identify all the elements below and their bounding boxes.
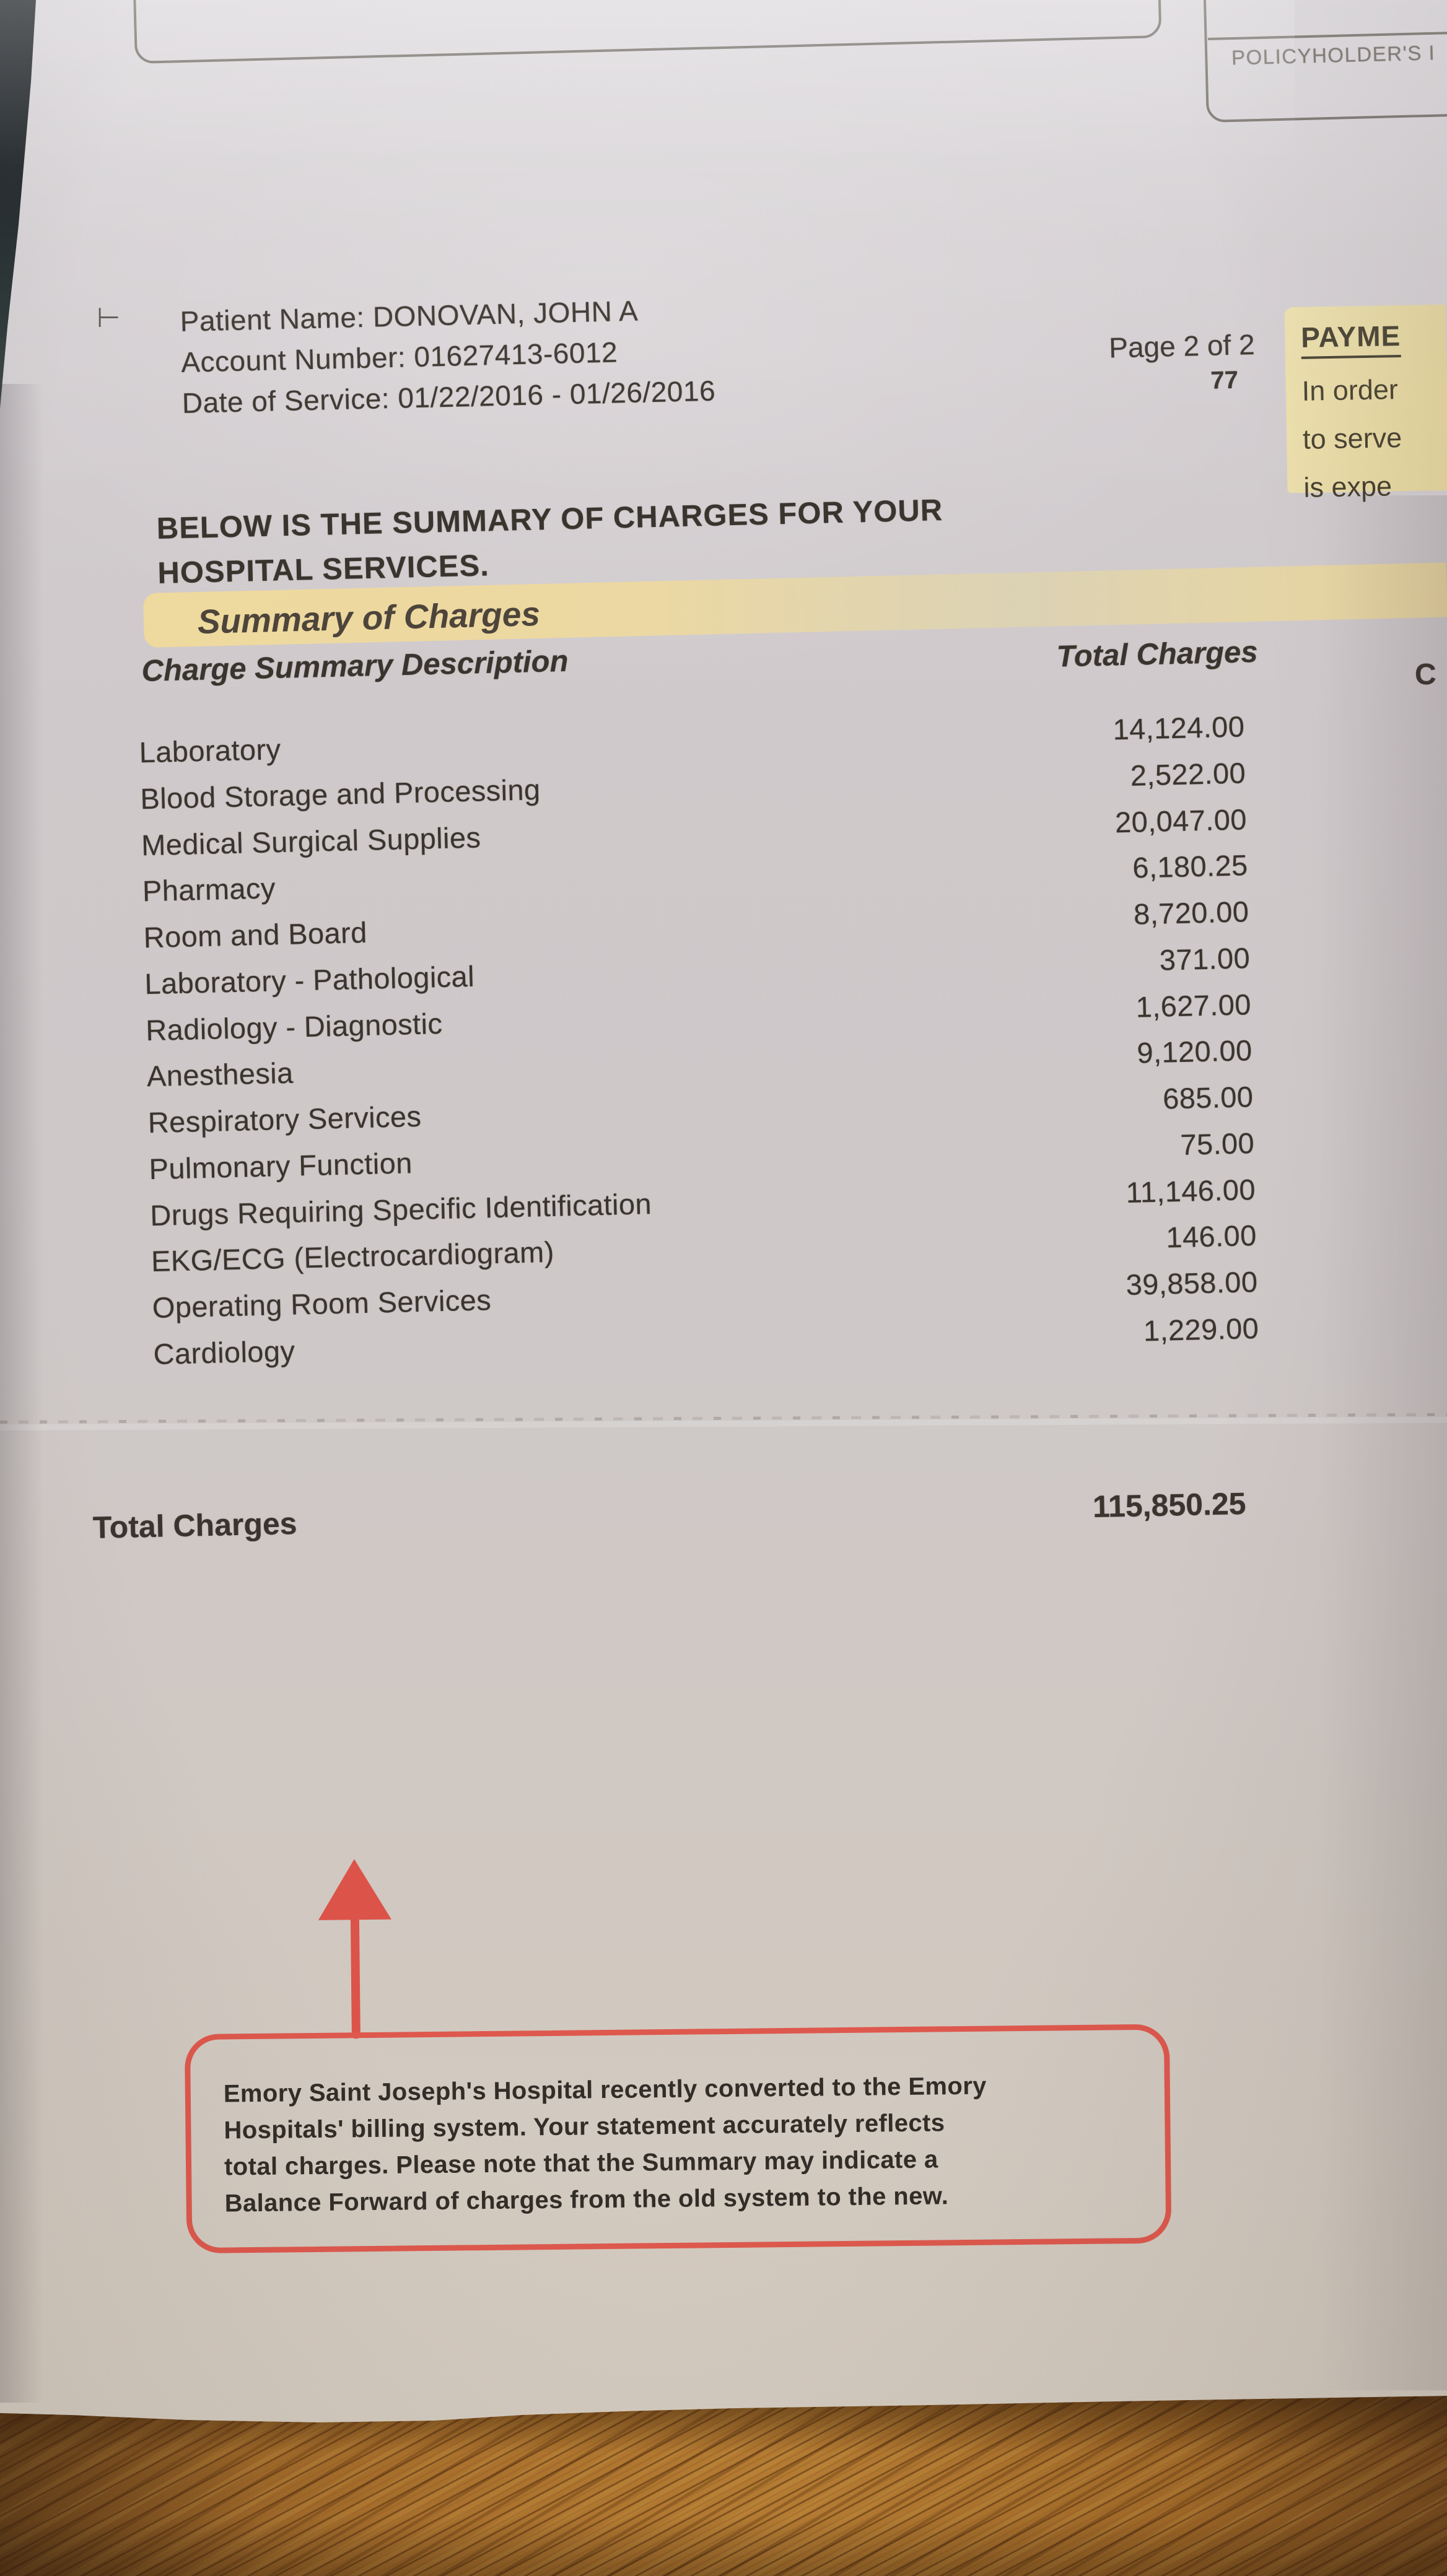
charge-amount: 39,858.00 — [1126, 1265, 1258, 1302]
charge-description: Pharmacy — [142, 871, 276, 908]
patient-info-block: Patient Name: DONOVAN, JOHN A Account Nu… — [180, 289, 716, 424]
page-indicator: Page 2 of 2 — [1108, 328, 1256, 364]
charge-description: Room and Board — [143, 915, 368, 954]
charge-amount: 146.00 — [1165, 1219, 1257, 1254]
charge-amount: 75.00 — [1179, 1126, 1255, 1161]
charge-amount: 1,229.00 — [1143, 1312, 1259, 1347]
charge-description: Laboratory - Pathological — [144, 959, 475, 1001]
charge-description: EKG/ECG (Electrocardiogram) — [151, 1235, 555, 1278]
charges-table: Laboratory 14,124.00 Blood Storage and Pr… — [139, 709, 1259, 1391]
charge-amount: 8,720.00 — [1133, 895, 1249, 931]
charge-description: Anesthesia — [146, 1056, 294, 1093]
page-indicator-block: Page 2 of 2 77 — [1019, 328, 1256, 399]
total-label: Total Charges — [92, 1506, 298, 1545]
section-title: Summary of Charges — [197, 594, 541, 641]
charge-amount: 20,047.00 — [1114, 803, 1248, 839]
page-code: 77 — [1210, 366, 1239, 394]
charge-amount: 11,146.00 — [1126, 1173, 1256, 1209]
charge-description: Medical Surgical Supplies — [141, 820, 481, 862]
payment-panel-title: PAYME — [1300, 319, 1401, 359]
arrow-up-icon — [317, 1858, 391, 1920]
total-amount: 115,850.25 — [1092, 1486, 1247, 1525]
charge-description: Blood Storage and Processing — [139, 773, 541, 816]
charge-description: Drugs Requiring Specific Identification — [149, 1187, 652, 1232]
charge-description: Radiology - Diagnostic — [145, 1007, 443, 1047]
payment-info-panel: PAYME In order to serve is expe — [1284, 304, 1447, 503]
charge-description: Respiratory Services — [147, 1099, 422, 1139]
registration-mark: ⊢ — [97, 303, 121, 333]
payment-panel-line: is expe — [1303, 470, 1392, 503]
charge-amount: 9,120.00 — [1136, 1033, 1253, 1069]
charge-description: Laboratory — [139, 733, 281, 769]
charge-description: Cardiology — [152, 1334, 295, 1371]
charge-description: Pulmonary Function — [148, 1146, 413, 1186]
charge-amount: 371.00 — [1159, 941, 1251, 977]
charge-amount: 1,627.00 — [1135, 988, 1252, 1024]
charge-amount: 6,180.25 — [1132, 848, 1249, 884]
charge-amount: 685.00 — [1162, 1080, 1254, 1115]
charge-amount: 2,522.00 — [1130, 756, 1246, 792]
notice-text: Emory Saint Joseph's Hospital recently c… — [224, 2068, 988, 2222]
charge-amount: 14,124.00 — [1112, 710, 1245, 746]
column-header-partial: C — [1415, 658, 1436, 691]
charge-description: Operating Room Services — [152, 1283, 492, 1325]
payment-panel-line: to serve — [1302, 422, 1402, 455]
arrow-stem — [350, 1912, 361, 2039]
payment-panel-line: In order — [1301, 373, 1399, 407]
